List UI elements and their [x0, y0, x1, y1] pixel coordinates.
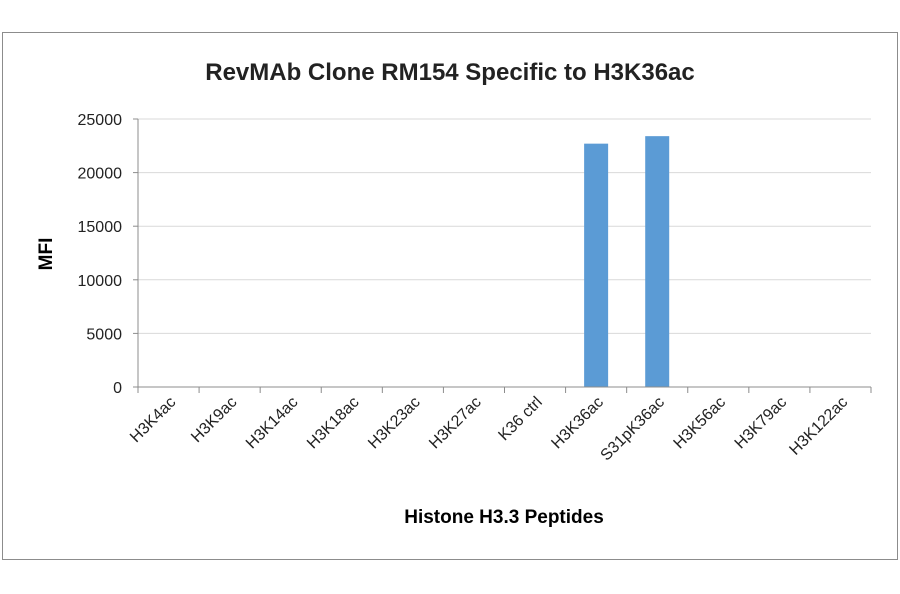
x-tick-label: H3K14ac: [243, 394, 302, 453]
y-tick-label: 5000: [86, 326, 122, 343]
x-tick-label: H3K27ac: [426, 394, 485, 453]
bar-h3k36ac: [584, 143, 609, 387]
x-tick-label: H3K4ac: [127, 394, 179, 446]
x-tick-label: K36 ctrl: [495, 394, 545, 444]
x-axis-title: Histone H3.3 Peptides: [404, 507, 604, 528]
bars: [584, 136, 670, 387]
y-tick-label: 20000: [78, 166, 123, 183]
x-tick-label: S31pK36ac: [598, 394, 669, 465]
x-tick-label: H3K79ac: [732, 394, 791, 453]
gridlines: [138, 118, 871, 334]
y-tick-labels: 0 5000 10000 15000 20000 25000: [78, 112, 123, 397]
x-tick-label: H3K9ac: [188, 394, 240, 446]
x-tick-label: H3K23ac: [365, 394, 424, 453]
axes: [133, 118, 872, 393]
x-tick-label: H3K36ac: [548, 394, 607, 453]
bar-s31pk36ac: [645, 136, 670, 387]
y-axis-title: MFI: [36, 238, 57, 271]
y-tick-label: 25000: [78, 112, 123, 129]
x-tick-label: H3K122ac: [786, 394, 851, 459]
y-tick-label: 15000: [78, 219, 123, 236]
y-tick-label: 0: [113, 380, 122, 397]
x-tick-label: H3K18ac: [304, 394, 363, 453]
chart-title: RevMAb Clone RM154 Specific to H3K36ac: [205, 59, 694, 86]
x-tick-labels: H3K4ac H3K9ac H3K14ac H3K18ac H3K23ac H3K27ac…: [127, 394, 851, 465]
chart-frame: [2, 32, 898, 560]
x-tick-label: H3K56ac: [671, 394, 730, 453]
y-tick-label: 10000: [78, 273, 123, 290]
